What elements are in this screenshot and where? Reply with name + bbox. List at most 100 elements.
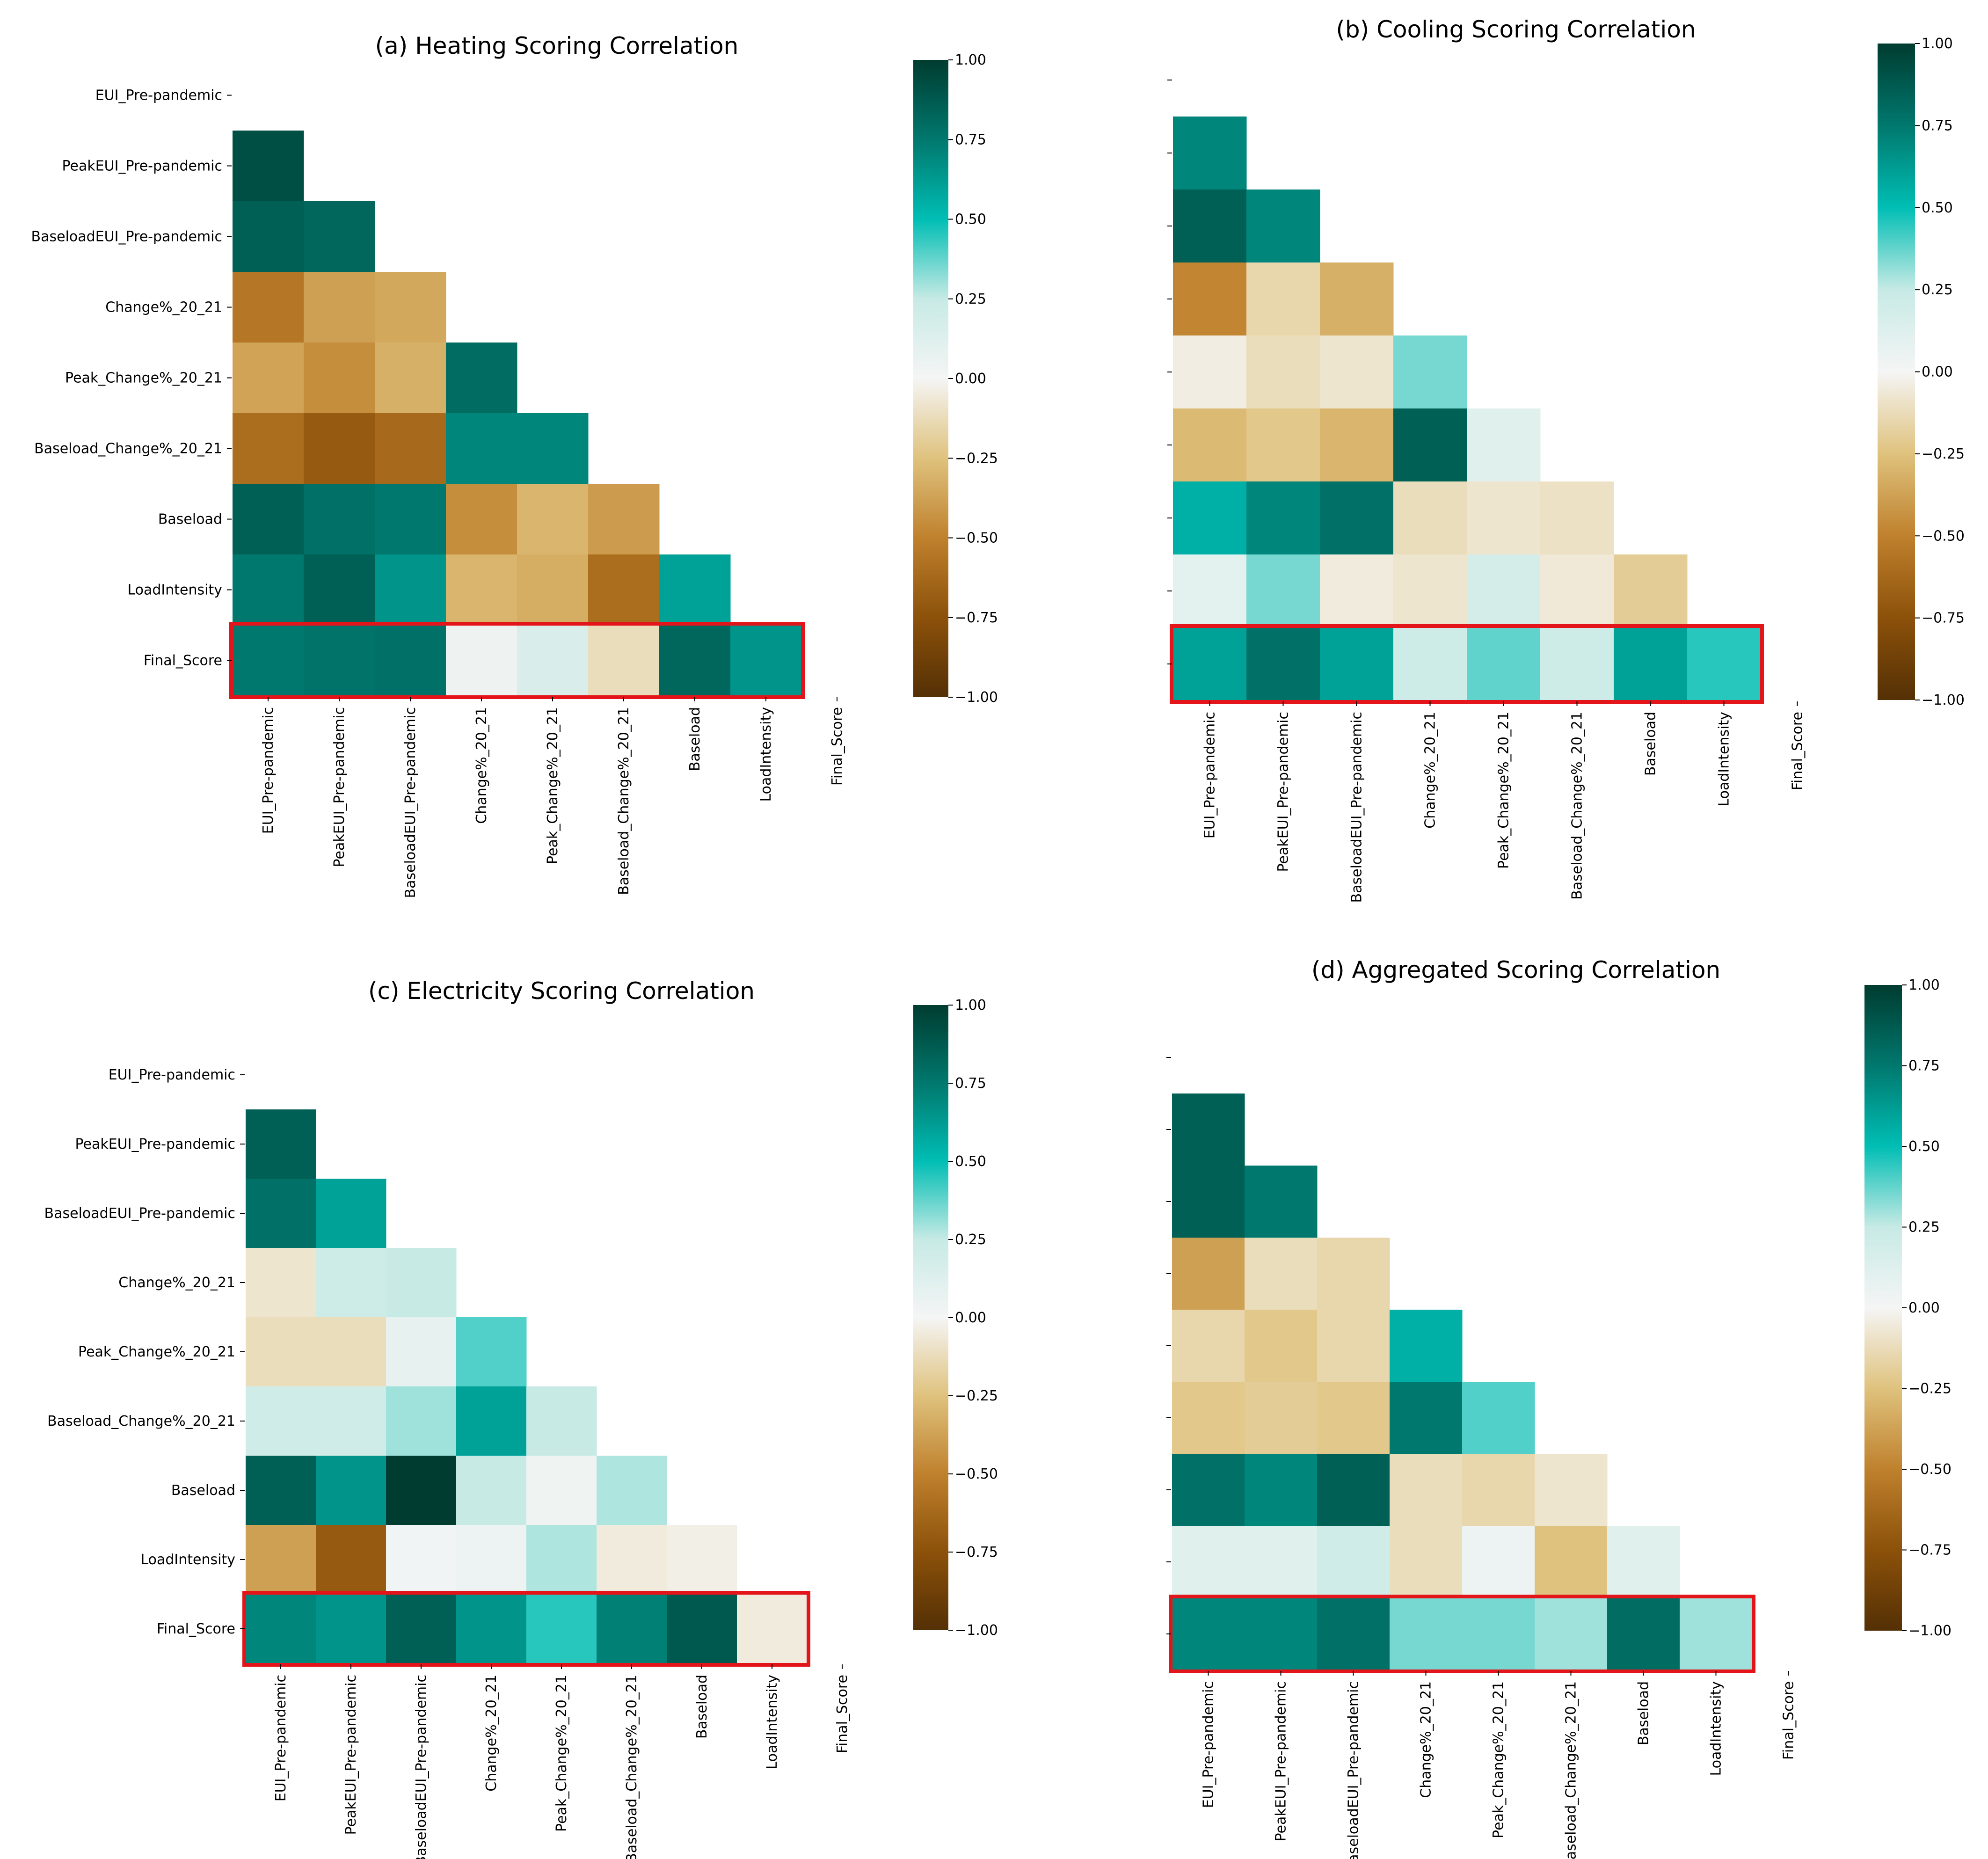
row-tick-label: LoadIntensity [140, 1552, 235, 1568]
heatmap-cell-r6-c0 [1173, 481, 1247, 555]
col-tick-label: Final_Score [829, 707, 845, 786]
heatmap-cell-r7-c6 [659, 554, 731, 626]
heatmap-cell-r4-c0 [233, 343, 304, 414]
col-tick-label: Peak_Change%_20_21 [545, 707, 561, 864]
colorbar-tick-label: 0.25 [1922, 282, 1953, 298]
heatmap-cell-r8-c4 [517, 625, 589, 696]
heatmap-cell-r7-c4 [1467, 554, 1541, 628]
row-tick-label: PeakEUI_Pre-pandemic [75, 1136, 235, 1152]
colorbar-tick-label: −0.50 [955, 1466, 998, 1482]
colorbar-tick-label: −0.25 [955, 1388, 998, 1404]
col-tick-label: EUI_Pre-pandemic [1202, 712, 1218, 838]
colorbar [913, 1005, 948, 1630]
heatmap-cell-r6-c2 [1320, 481, 1394, 555]
heatmap-cell-r8-c0 [1172, 1598, 1245, 1670]
colorbar-tick-label: 0.25 [1908, 1219, 1940, 1236]
heatmap-cell-r3-c0 [1173, 262, 1247, 336]
heatmap-cell-r6-c0 [233, 484, 304, 555]
heatmap-cell-r5-c1 [304, 413, 375, 484]
row-tick-label: EUI_Pre-pandemic [95, 87, 222, 104]
heatmap-cell-r5-c3 [446, 413, 517, 484]
heatmap-cell-r8-c7 [1687, 627, 1761, 701]
heatmap-cell-r2-c0 [233, 201, 304, 272]
heatmap-cell-r4-c1 [316, 1317, 386, 1387]
heatmap-cell-r4-c2 [386, 1317, 457, 1387]
heatmap-cell-r5-c3 [1393, 408, 1467, 482]
heatmap-cell-r7-c5 [597, 1525, 667, 1595]
panel-title: (c) Electricity Scoring Correlation [368, 977, 755, 1005]
heatmap-cell-r3-c1 [316, 1248, 386, 1318]
col-tick-label: Baseload [694, 1675, 710, 1739]
heatmap-cell-r1-c0 [246, 1109, 316, 1179]
heatmap-cell-r3-c2 [375, 272, 446, 343]
heatmap-cell-r7-c5 [588, 554, 660, 626]
heatmap-cell-r8-c2 [1317, 1598, 1390, 1670]
col-tick-label: LoadIntensity [1708, 1681, 1725, 1776]
heatmap-cell-r8-c7 [737, 1594, 808, 1664]
heatmap-cell-r6-c5 [588, 484, 660, 555]
heatmap-cell-r8-c6 [659, 625, 731, 696]
col-tick-label: LoadIntensity [758, 707, 774, 802]
col-tick-label: EUI_Pre-pandemic [273, 1675, 289, 1801]
heatmap-cell-r7-c1 [304, 554, 375, 626]
colorbar-tick-label: 0.75 [1922, 117, 1953, 134]
colorbar-tick-label: −1.00 [955, 689, 998, 706]
heatmap-cell-r7-c3 [446, 554, 517, 626]
heatmap-cell-r6-c2 [386, 1456, 457, 1525]
heatmap-cell-r4-c2 [1320, 335, 1394, 409]
row-tick-label: Baseload [158, 511, 222, 528]
heatmap-cell-r8-c0 [1173, 627, 1247, 701]
heatmap-cell-r8-c3 [1393, 627, 1467, 701]
heatmap-cell-r3-c2 [1320, 262, 1394, 336]
row-tick-label: Baseload_Change%_20_21 [47, 1413, 235, 1429]
heatmap-cell-r2-c1 [1245, 1166, 1318, 1238]
colorbar-tick-label: 0.25 [955, 1232, 986, 1248]
heatmap-cell-r8-c1 [316, 1594, 386, 1664]
heatmap-cell-r3-c2 [1317, 1238, 1390, 1310]
heatmap-cell-r1-c0 [1173, 117, 1247, 190]
colorbar-tick-label: 0.00 [955, 1310, 986, 1326]
heatmap-cell-r3-c2 [386, 1248, 457, 1318]
heatmap-cell-r6-c0 [1172, 1454, 1245, 1526]
colorbar-tick-label: −0.50 [1922, 528, 1965, 544]
heatmap-cell-r8-c1 [1245, 1598, 1318, 1670]
col-tick-label: LoadIntensity [1716, 712, 1733, 807]
heatmap-cell-r3-c1 [304, 272, 375, 343]
heatmap-cell-r2-c1 [1246, 190, 1320, 263]
colorbar-tick-label: 1.00 [1908, 977, 1940, 993]
row-tick-label: Baseload [171, 1482, 235, 1499]
colorbar-tick-label: 0.50 [955, 1153, 986, 1170]
heatmap-cell-r8-c6 [667, 1594, 737, 1664]
row-tick-label: BaseloadEUI_Pre-pandemic [44, 1205, 235, 1222]
heatmap-cell-r8-c2 [1320, 627, 1394, 701]
heatmap-cell-r5-c2 [375, 413, 446, 484]
heatmap-cell-r8-c2 [375, 625, 446, 696]
col-tick-label: Change%_20_21 [483, 1675, 500, 1792]
heatmap-cell-r2-c0 [1173, 190, 1247, 263]
heatmap-cell-r5-c3 [456, 1386, 527, 1456]
col-tick-label: Peak_Change%_20_21 [1496, 712, 1512, 869]
row-tick-label: Baseload_Change%_20_21 [34, 441, 222, 457]
heatmap-cell-r3-c0 [246, 1248, 316, 1318]
heatmap-cell-r3-c0 [1172, 1238, 1245, 1310]
heatmap-cell-r7-c1 [1246, 554, 1320, 628]
colorbar-tick-label: −0.75 [955, 610, 998, 626]
heatmap-cell-r6-c5 [1535, 1454, 1608, 1526]
heatmap-cell-r8-c1 [1246, 627, 1320, 701]
colorbar-tick-label: 0.50 [1922, 200, 1953, 216]
heatmap-cell-r5-c1 [1246, 408, 1320, 482]
heatmap-cell-r6-c4 [526, 1456, 597, 1525]
heatmap-cell-r5-c2 [1320, 408, 1394, 482]
heatmap-cell-r6-c5 [597, 1456, 667, 1525]
heatmap-cell-r4-c1 [304, 343, 375, 414]
heatmap-cell-r7-c5 [1540, 554, 1614, 628]
colorbar-tick-label: 0.25 [955, 291, 986, 307]
colorbar-tick-label: −0.75 [1908, 1542, 1952, 1559]
heatmap-cell-r4-c3 [1393, 335, 1467, 409]
heatmap-cell-r5-c1 [1245, 1382, 1318, 1454]
colorbar-tick-label: 0.50 [955, 211, 986, 228]
heatmap-cell-r8-c0 [233, 625, 304, 696]
heatmap-cell-r6-c4 [1467, 481, 1541, 555]
row-tick-label: Final_Score [144, 653, 222, 669]
heatmap-cell-r7-c6 [667, 1525, 737, 1595]
